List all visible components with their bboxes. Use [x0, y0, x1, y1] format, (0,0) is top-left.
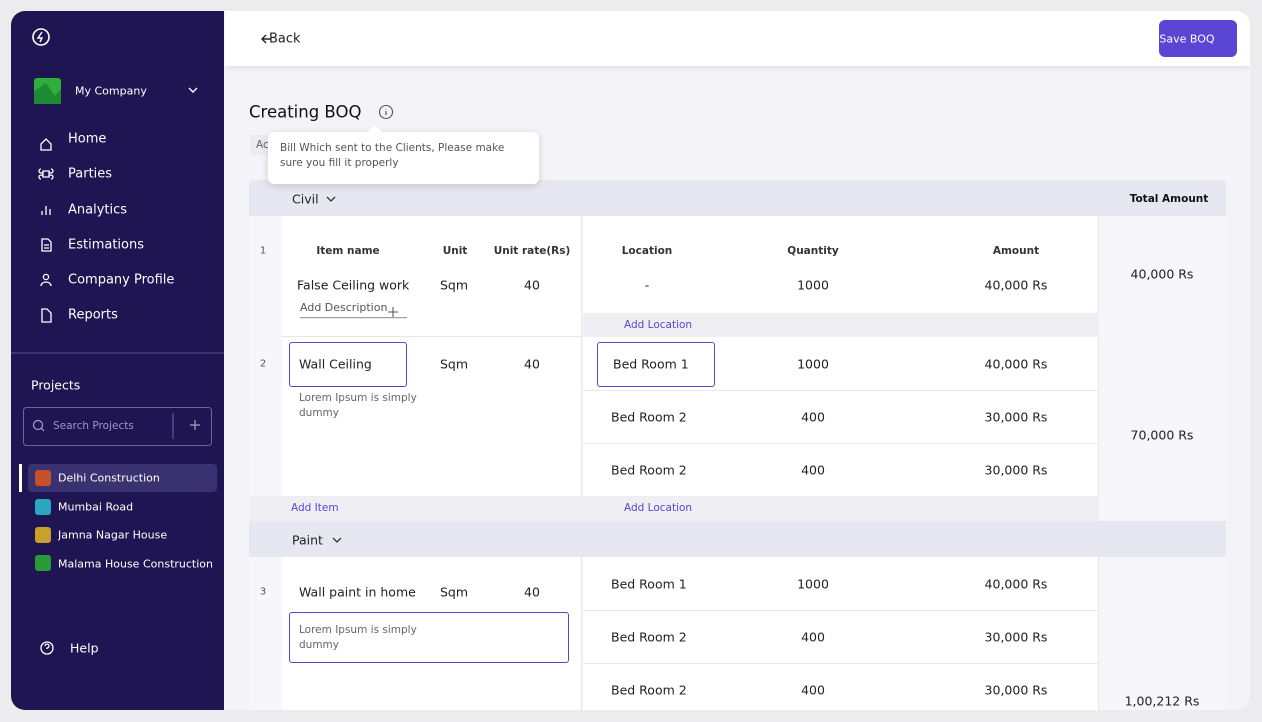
- item-description: Lorem Ipsum is simply dummy: [299, 624, 417, 651]
- projects-title: Projects: [31, 377, 81, 393]
- project-item[interactable]: Delhi Construction: [58, 471, 160, 485]
- quantity: 1000: [797, 576, 829, 591]
- add-item[interactable]: Add Item: [291, 502, 339, 514]
- main: Back Save BOQ Creating BOQ Ac Civil Total Amo…: [225, 11, 1250, 710]
- nav-item[interactable]: Reports: [68, 307, 118, 323]
- location: Bed Room 1: [613, 356, 689, 371]
- column-header: Unit rate(Rs): [493, 245, 571, 257]
- item-description: Lorem Ipsum is simply dummy: [299, 392, 417, 419]
- quantity: 1000: [797, 277, 829, 292]
- add-location[interactable]: Add Location: [624, 319, 693, 331]
- item-rate: 40: [524, 584, 540, 600]
- quantity: 400: [801, 409, 825, 424]
- location: Bed Room 2: [611, 629, 687, 644]
- chevron: [332, 537, 342, 543]
- amount: 40,000 Rs: [984, 576, 1048, 591]
- amount: 30,000 Rs: [984, 682, 1048, 697]
- project-item[interactable]: Mumbai Road: [58, 500, 134, 513]
- column-header: Item name: [316, 245, 380, 257]
- column-header: Unit: [442, 245, 468, 257]
- company-name: My Company: [75, 84, 147, 98]
- add-description[interactable]: Add Description: [300, 301, 408, 319]
- back-arrow: [261, 34, 271, 44]
- page-title: Creating BOQ: [249, 102, 362, 122]
- total-header: Total Amount: [1129, 193, 1209, 205]
- section-name[interactable]: Paint: [292, 532, 323, 548]
- quantity: 400: [801, 682, 825, 697]
- nav-item[interactable]: Parties: [68, 166, 113, 182]
- project-item[interactable]: Malama House Construction…: [58, 557, 214, 570]
- item-unit: Sqm: [439, 584, 469, 600]
- chevron: [326, 196, 336, 202]
- item-right: [583, 337, 1099, 521]
- quantity: 400: [801, 462, 825, 477]
- item-rate: 40: [524, 356, 540, 372]
- back-link[interactable]: Back: [269, 31, 301, 47]
- item-total: 1,00,212 Rs: [1124, 693, 1200, 709]
- item-unit: Sqm: [439, 277, 469, 293]
- section-header: [249, 521, 1226, 557]
- amount: 30,000 Rs: [984, 462, 1048, 477]
- description-input[interactable]: [289, 612, 569, 663]
- nav-item[interactable]: Company Profile: [68, 272, 175, 288]
- help[interactable]: Help: [70, 640, 99, 656]
- location: -: [644, 277, 650, 292]
- project-item[interactable]: Jamna Nagar House: [58, 528, 168, 542]
- row-divider: [583, 663, 1099, 664]
- location: Bed Room 2: [611, 682, 687, 697]
- item-index: 2: [259, 358, 267, 370]
- item-left: [282, 557, 582, 710]
- column-header: Location: [621, 245, 673, 257]
- quantity: 1000: [797, 356, 829, 371]
- section-header: [249, 180, 1226, 216]
- item-name: Wall paint in home: [299, 584, 416, 600]
- top-bar: [225, 11, 1250, 66]
- tooltip: Bill Which sent to the Clients, Please m…: [268, 132, 539, 184]
- row-divider: [583, 390, 1099, 391]
- item-name: False Ceiling work: [297, 277, 410, 293]
- amount: 40,000 Rs: [984, 356, 1048, 371]
- add-location[interactable]: Add Location: [624, 502, 693, 514]
- nav-item[interactable]: Home: [68, 131, 107, 147]
- plus-icon: [388, 302, 398, 317]
- amount: 30,000 Rs: [984, 629, 1048, 644]
- item-total: 40,000 Rs: [1130, 266, 1194, 282]
- sidebar-icons: [11, 28, 224, 655]
- column-header: Quantity: [787, 245, 839, 257]
- table: Civil Total Amount 1 Item name Unit Unit rate…: [249, 180, 1226, 710]
- row-divider: [583, 443, 1099, 444]
- column-header: Amount: [992, 245, 1040, 257]
- item-unit: Sqm: [439, 356, 469, 372]
- location: Bed Room 2: [611, 462, 687, 477]
- quantity: 400: [801, 629, 825, 644]
- name-input[interactable]: [289, 342, 407, 387]
- add-row: [583, 313, 1099, 337]
- amount: 40,000 Rs: [984, 277, 1048, 292]
- item-left: [282, 337, 582, 521]
- save-button-bg[interactable]: [1159, 20, 1237, 57]
- item-index: 1: [259, 245, 267, 257]
- sidebar: My Company Home Parties Analytics Estimation…: [11, 11, 224, 710]
- location-input[interactable]: [597, 342, 715, 387]
- add-row: [249, 496, 1099, 521]
- window: My Company Home Parties Analytics Estimation…: [11, 11, 1250, 710]
- item-left: [282, 216, 582, 337]
- search-placeholder: Search Projects: [53, 420, 134, 432]
- nav-item[interactable]: Analytics: [68, 202, 128, 218]
- item-right: [583, 557, 1099, 710]
- item-rate: 40: [524, 277, 540, 293]
- row-divider: [583, 610, 1099, 611]
- item-total: 70,000 Rs: [1130, 427, 1194, 443]
- amount: 30,000 Rs: [984, 409, 1048, 424]
- location: Bed Room 2: [611, 409, 687, 424]
- nav-item[interactable]: Estimations: [68, 237, 145, 253]
- save-button[interactable]: Save BOQ: [1159, 32, 1215, 46]
- info-icon: [378, 104, 394, 120]
- location: Bed Room 1: [611, 576, 687, 591]
- item-index: 3: [259, 586, 267, 598]
- item-name: Wall Ceiling: [299, 356, 372, 372]
- section-name[interactable]: Civil: [292, 191, 319, 207]
